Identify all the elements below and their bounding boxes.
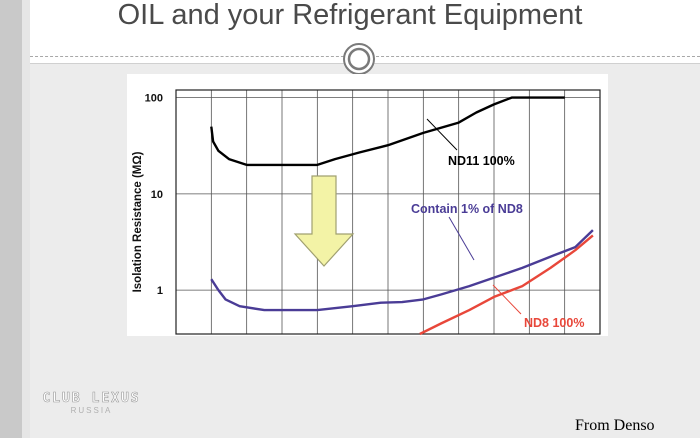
watermark-logo: CLUB LEXUS RUSSIA — [24, 391, 159, 415]
watermark-sub-text: RUSSIA — [70, 406, 113, 415]
source-credit: From Denso — [575, 417, 655, 434]
y-tick-label: 100 — [145, 93, 163, 105]
series-line-1 — [210, 96, 565, 167]
isolation-resistance-chart: 100 10 1 Isolation Resistance (MΩ) ND11 100%… — [132, 89, 601, 336]
down-arrow-icon — [293, 175, 355, 267]
chart-panel: 100 10 1 Isolation Resistance (MΩ) ND11 100%… — [127, 74, 608, 336]
series-line-3 — [419, 234, 594, 336]
y-tick-label: 10 — [151, 189, 163, 201]
series-line-2 — [210, 229, 594, 312]
annotation-label-nd11: ND11 100% — [448, 154, 515, 168]
annotation-label-nd8: ND8 100% — [524, 316, 584, 330]
left-panel-edge — [22, 0, 30, 438]
plot-frame — [175, 89, 601, 335]
left-panel-bar — [0, 0, 22, 438]
circle-icon — [343, 43, 375, 75]
y-tick-label: 1 — [157, 285, 163, 297]
annotation-leader-1 — [426, 118, 458, 151]
watermark-main-text: CLUB LEXUS — [42, 391, 141, 407]
y-axis-label: Isolation Resistance (MΩ) — [132, 151, 144, 292]
annotation-leader-3 — [492, 284, 522, 315]
slide-title: OIL and your Refrigerant Equipment — [117, 0, 583, 31]
annotation-label-contain-nd8: Contain 1% of ND8 — [411, 202, 523, 216]
annotation-leader-2 — [448, 216, 475, 261]
